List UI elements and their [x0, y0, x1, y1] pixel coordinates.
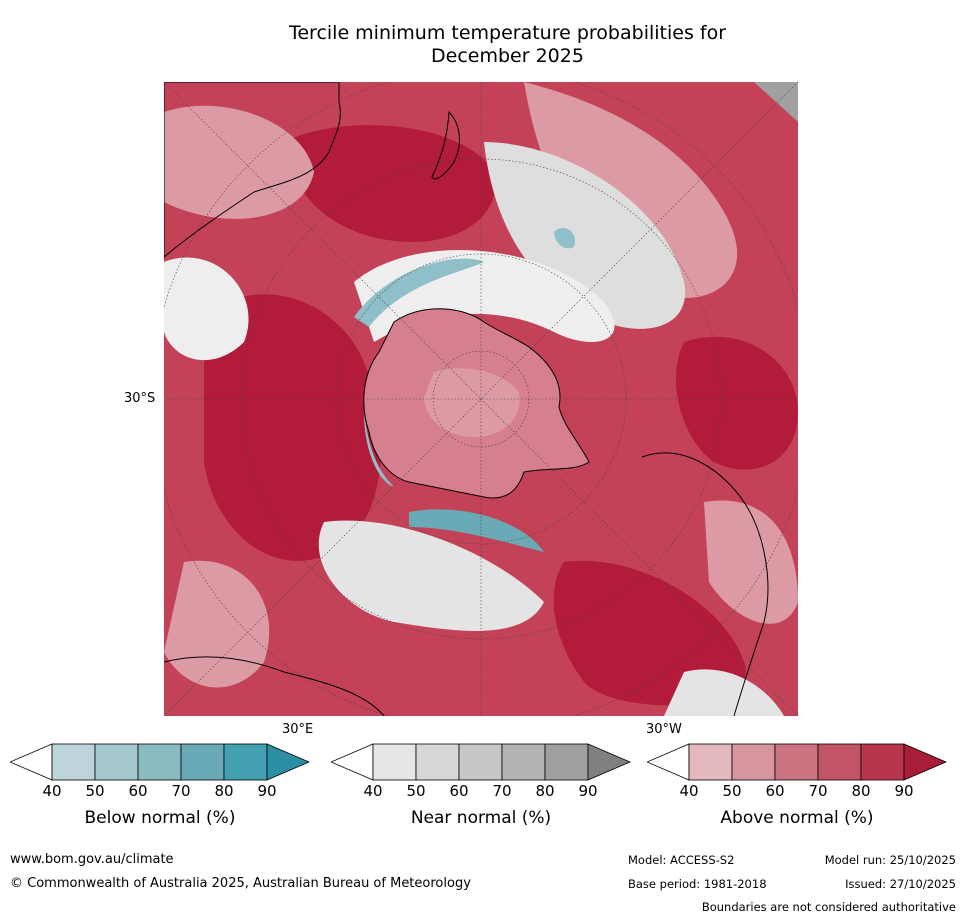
- near-normal-region-west: [164, 257, 249, 361]
- south-america-coastline: [641, 452, 769, 716]
- polar-probability-map: [164, 82, 798, 716]
- tick-label: 50: [406, 782, 426, 800]
- tick-label: 60: [128, 782, 148, 800]
- colorbar-above-normal: 40 50 60 70 80 90 Above normal (%): [647, 743, 947, 843]
- tick-label: 60: [449, 782, 469, 800]
- tick-label: 40: [679, 782, 699, 800]
- colorbar-below-normal-bin: [94, 743, 139, 781]
- colorbar-near-normal-bin: [501, 743, 546, 781]
- colorbar-below-normal-bin: [180, 743, 225, 781]
- colorbar-above-normal-bin: [860, 743, 905, 781]
- colorbar-above-normal-label: Above normal (%): [720, 808, 874, 828]
- colorbar-near-normal-max-arrow: [587, 743, 631, 781]
- footer-copyright: © Commonwealth of Australia 2025, Austra…: [10, 876, 471, 891]
- colorbar-above-normal-bin: [774, 743, 819, 781]
- new-zealand-coastline: [431, 110, 460, 180]
- colorbar-near-normal-bin: [458, 743, 503, 781]
- colorbar-near-normal: 40 50 60 70 80 90 Near normal (%): [331, 743, 631, 843]
- colorbar-near-normal-bin: [544, 743, 589, 781]
- below-normal-band-west: [364, 412, 394, 487]
- colorbar-below-normal: 40 50 60 70 80 90 Below normal (%): [10, 743, 310, 843]
- tick-label: 50: [85, 782, 105, 800]
- footer-base-period: Base period: 1981-2018: [628, 877, 767, 891]
- strong-warm-region-north: [284, 125, 496, 242]
- colorbar-near-normal-ticks: 40 50 60 70 80 90: [331, 782, 631, 802]
- light-pink-patch-nw: [164, 105, 314, 219]
- meridian-diagonal-2: [164, 82, 798, 716]
- colorbar-near-normal-svg: [331, 743, 631, 781]
- near-normal-region-north: [484, 142, 686, 329]
- antarctica-interior: [424, 368, 520, 437]
- strong-warm-region-south: [553, 560, 746, 706]
- below-normal-band-north: [354, 258, 484, 327]
- light-pink-patch-se: [704, 500, 798, 624]
- colorbar-near-normal-bin: [415, 743, 460, 781]
- footer-disclaimer: Boundaries are not considered authoritat…: [701, 900, 956, 914]
- tick-label: 40: [42, 782, 62, 800]
- colorbar-above-normal-bin: [817, 743, 862, 781]
- lon-label-30w: 30°W: [646, 722, 682, 737]
- near-normal-region-corner: [754, 82, 798, 122]
- lat-label-30s: 30°S: [124, 391, 156, 406]
- below-normal-band-south: [409, 509, 544, 552]
- near-normal-region-se: [664, 669, 784, 716]
- colorbar-above-normal-min-arrow: [647, 743, 690, 781]
- tick-label: 90: [894, 782, 914, 800]
- strong-warm-region-west: [204, 294, 381, 561]
- colorbar-above-normal-ticks: 40 50 60 70 80 90: [647, 782, 947, 802]
- colorbar-below-normal-svg: [10, 743, 310, 781]
- tick-label: 80: [851, 782, 871, 800]
- lon-label-30e: 30°E: [282, 722, 314, 737]
- tick-label: 80: [535, 782, 555, 800]
- footer-issued: Issued: 27/10/2025: [845, 877, 956, 891]
- tick-label: 60: [765, 782, 785, 800]
- tick-label: 40: [363, 782, 383, 800]
- tick-label: 90: [578, 782, 598, 800]
- colorbar-below-normal-bin: [51, 743, 96, 781]
- colorbar-above-normal-svg: [647, 743, 947, 781]
- light-pink-patch-sw: [164, 560, 270, 688]
- colorbar-above-normal-max-arrow: [903, 743, 947, 781]
- map-svg: [164, 82, 798, 716]
- strong-warm-region-east: [675, 336, 798, 470]
- tick-label: 90: [257, 782, 277, 800]
- colorbar-near-normal-label: Near normal (%): [410, 808, 552, 828]
- footer-url: www.bom.gov.au/climate: [10, 852, 174, 867]
- colorbar-below-normal-bin: [137, 743, 182, 781]
- australia-coastline: [164, 82, 341, 258]
- tick-label: 50: [722, 782, 742, 800]
- below-normal-patch-east: [554, 227, 575, 249]
- colorbar-below-normal-bin: [223, 743, 268, 781]
- footer-model-run: Model run: 25/10/2025: [824, 853, 956, 867]
- colorbar-below-normal-max-arrow: [266, 743, 310, 781]
- near-normal-region-south: [318, 520, 544, 631]
- footer-model: Model: ACCESS-S2: [628, 853, 735, 867]
- tick-label: 70: [492, 782, 512, 800]
- title-line-2: December 2025: [431, 45, 584, 67]
- graticule: [164, 82, 798, 716]
- tick-label: 70: [171, 782, 191, 800]
- colorbar-above-normal-bin: [688, 743, 733, 781]
- tick-label: 70: [808, 782, 828, 800]
- colorbar-below-normal-label: Below normal (%): [84, 808, 236, 828]
- africa-coastline: [164, 656, 385, 716]
- title-line-1: Tercile minimum temperature probabilitie…: [288, 22, 727, 44]
- map-title: Tercile minimum temperature probabilitie…: [200, 22, 815, 68]
- colorbar-near-normal-bin: [372, 743, 417, 781]
- colorbar-below-normal-min-arrow: [10, 743, 53, 781]
- colorbar-below-normal-ticks: 40 50 60 70 80 90: [10, 782, 310, 802]
- light-pink-patch-ne: [524, 82, 738, 299]
- colorbar-near-normal-min-arrow: [331, 743, 374, 781]
- colorbar-above-normal-bin: [731, 743, 776, 781]
- tick-label: 80: [214, 782, 234, 800]
